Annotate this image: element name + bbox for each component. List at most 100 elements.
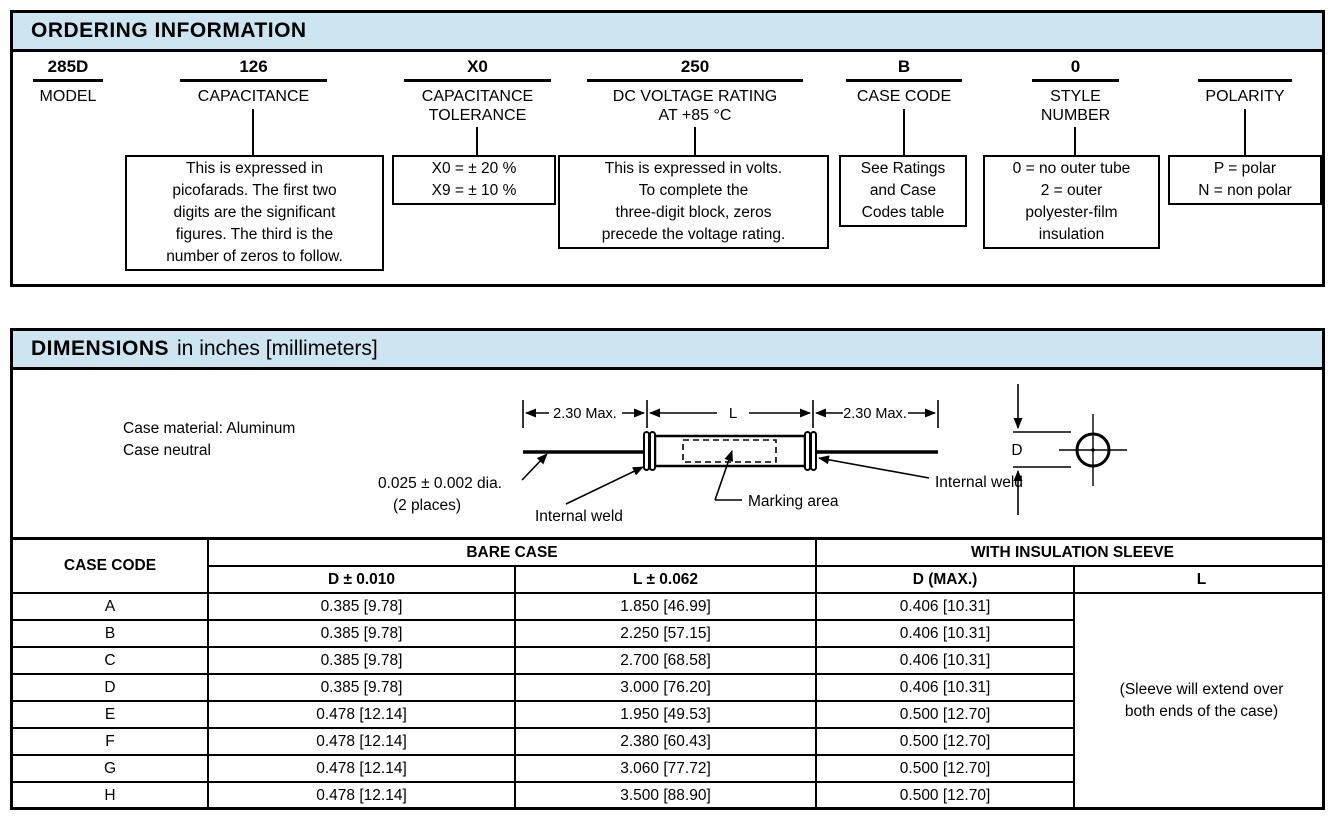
field-label: CASE CODE [856,88,952,105]
code-value [1198,56,1292,78]
case-code-cell: F [13,727,209,756]
d-cell: 0.385 [9.78] [207,619,516,648]
connector-line [252,109,254,155]
end-cap-left [643,431,656,471]
connector-line [903,109,905,155]
internal-weld-left-arrow [565,466,644,505]
sleeve-l-column-header: L [1073,565,1322,594]
dim-l-label: L [729,405,737,422]
connector-line [1244,109,1246,155]
d-cell: 0.478 [12.14] [207,727,516,756]
dmax-cell: 0.406 [10.31] [815,673,1075,702]
case-material-note: Case material: Aluminum [123,420,295,437]
table-subheader-row: D ± 0.010 L ± 0.062 D (MAX.) L [13,565,1322,594]
lead-places-label: (2 places) [393,497,461,514]
part-code-column-style: 0 STYLE NUMBER [1032,56,1119,125]
l-column-header: L ± 0.062 [513,565,818,594]
note-box-tolerance: X0 = ± 20 % X9 = ± 10 % [392,155,556,205]
ordering-title: ORDERING INFORMATION [31,19,307,42]
field-label: CAPACITANCE [197,88,310,105]
d-cell: 0.478 [12.14] [207,754,516,783]
l-cell: 1.850 [46.99] [513,592,818,621]
part-code-column-voltage: 250 DC VOLTAGE RATING AT +85 °C [587,56,803,125]
l-cell: 2.700 [68.58] [513,646,818,675]
table-row: G 0.478 [12.14] 3.060 [77.72] 0.500 [12.… [13,754,1322,783]
dmax-cell: 0.500 [12.70] [815,754,1075,783]
code-underline [33,79,103,82]
dimension-ticks [522,400,939,428]
note-box-polarity: P = polar N = non polar [1168,155,1322,205]
l-cell: 3.000 [76.20] [513,673,818,702]
end-view-circle [1059,414,1127,486]
connector-line [476,127,478,155]
table-row: F 0.478 [12.14] 2.380 [60.43] 0.500 [12.… [13,727,1322,756]
table-row: C 0.385 [9.78] 2.700 [68.58] 0.406 [10.3… [13,646,1322,675]
connector-line [1074,127,1076,155]
case-code-cell: C [13,646,209,675]
lead-diameter-label: 0.025 ± 0.002 dia. [378,475,502,492]
dmax-column-header: D (MAX.) [815,565,1076,594]
dmax-cell: 0.500 [12.70] [815,700,1075,729]
field-label: MODEL [39,88,97,105]
code-underline [180,79,327,82]
table-row: H 0.478 [12.14] 3.500 [88.90] 0.500 [12.… [13,781,1322,807]
insulation-sleeve-group-header: WITH INSULATION SLEEVE [815,537,1322,567]
dimensions-title-units: in inches [millimeters] [177,337,378,360]
d-cell: 0.385 [9.78] [207,646,516,675]
code-underline [1198,79,1292,82]
note-box-voltage: This is expressed in volts. To complete … [558,155,829,249]
part-code-column-polarity: POLARITY [1198,56,1292,106]
part-code-column-capacitance: 126 CAPACITANCE [180,56,327,106]
lead-callout-arrow [521,453,548,481]
table-row: E 0.478 [12.14] 1.950 [49.53] 0.500 [12.… [13,700,1322,729]
d-dimension-label: D [1011,442,1022,459]
dmax-cell: 0.500 [12.70] [815,781,1075,807]
code-value: 285D [47,57,89,76]
dimensions-section: DIMENSIONS in inches [millimeters] Case … [10,328,1325,810]
case-code-header: CASE CODE [13,537,209,594]
code-underline [1032,79,1119,82]
d-cell: 0.385 [9.78] [207,673,516,702]
part-code-column-model: 285D MODEL [33,56,103,106]
table-row: D 0.385 [9.78] 3.000 [76.20] 0.406 [10.3… [13,673,1322,702]
marking-area-label: Marking area [748,493,839,510]
l-cell: 3.500 [88.90] [513,781,818,807]
case-code-cell: H [13,781,209,807]
dmax-cell: 0.406 [10.31] [815,646,1075,675]
code-value: 126 [239,57,268,76]
capacitor-diagram: Case material: Aluminum Case neutral 2.3… [123,384,1127,525]
connector-line [694,127,696,155]
marking-area-arrow [714,450,733,501]
dmax-cell: 0.500 [12.70] [815,727,1075,756]
field-label: CAPACITANCE TOLERANCE [421,88,534,124]
code-value: 250 [680,57,710,76]
dmax-cell: 0.406 [10.31] [815,619,1075,648]
d-column-header: D ± 0.010 [208,565,516,594]
case-code-cell: A [13,592,209,621]
d-cell: 0.478 [12.14] [207,700,516,729]
internal-weld-right-arrow [818,455,930,479]
ordering-information-section: ORDERING INFORMATION 285D MODEL 126 CAPA… [10,10,1325,287]
table-row: A 0.385 [9.78] 1.850 [46.99] 0.406 [10.3… [13,592,1322,807]
end-cap-right [804,431,817,471]
table-group-header-row: CASE CODE BARE CASE WITH INSULATION SLEE… [13,537,1322,594]
field-label: POLARITY [1205,88,1285,105]
note-box-case-code: See Ratings and Case Codes table [839,155,967,227]
code-value: 0 [1070,57,1081,76]
d-dimension-lines [1013,384,1071,515]
part-code-column-case-code: B CASE CODE [846,56,962,106]
bare-case-group-header: BARE CASE [206,537,818,567]
sleeve-note-cell: (Sleeve will extend over both ends of th… [1073,592,1322,807]
table-row: B 0.385 [9.78] 2.250 [57.15] 0.406 [10.3… [13,619,1322,648]
case-neutral-note: Case neutral [123,442,211,459]
dimensions-title: DIMENSIONS [31,337,170,360]
l-cell: 2.380 [60.43] [513,727,818,756]
l-cell: 2.250 [57.15] [513,619,818,648]
code-underline [587,79,803,82]
dimensions-header-band: DIMENSIONS in inches [millimeters] [13,331,1322,370]
code-underline [846,79,962,82]
l-cell: 3.060 [77.72] [513,754,818,783]
code-value: X0 [467,57,488,76]
case-code-cell: D [13,673,209,702]
case-code-cell: G [13,754,209,783]
